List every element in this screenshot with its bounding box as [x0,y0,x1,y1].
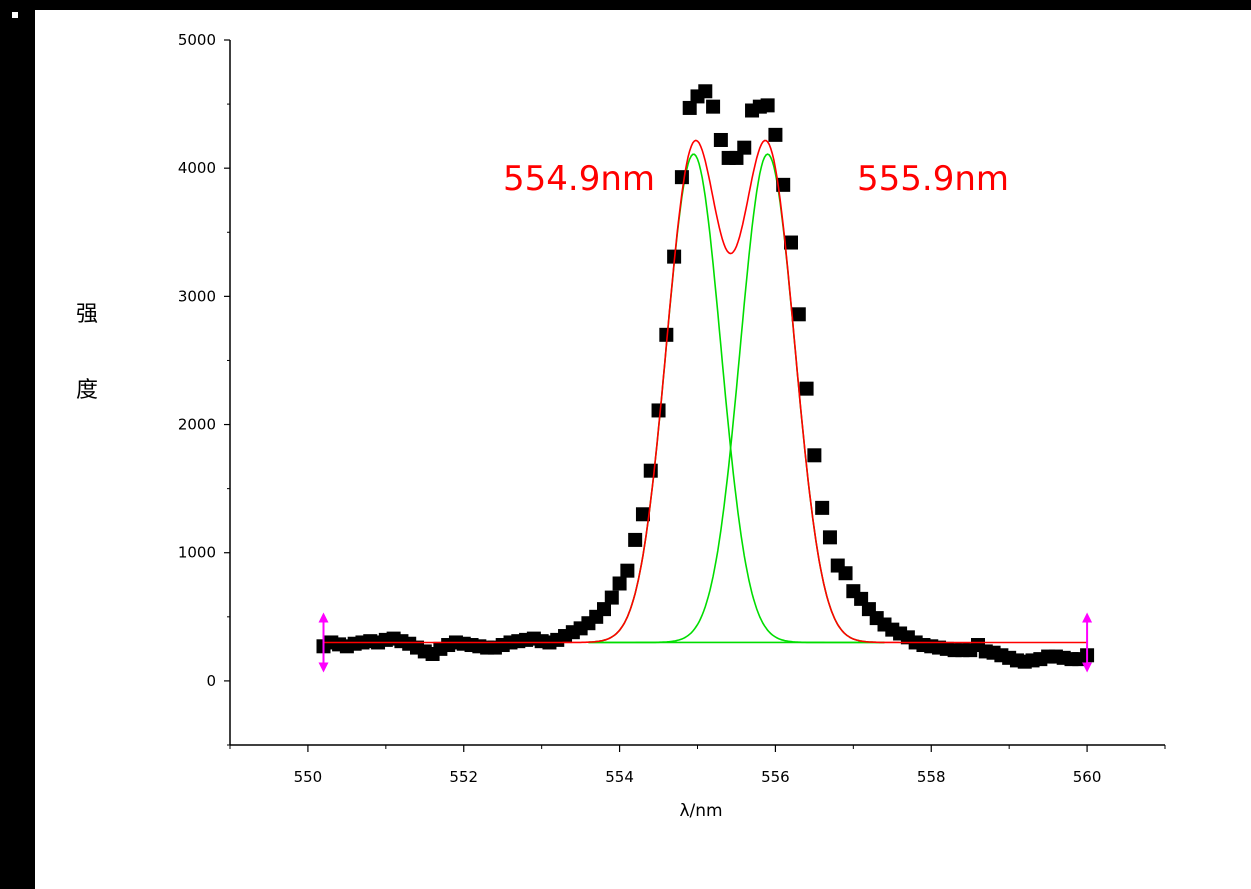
x-tick-label: 558 [917,768,946,786]
range-markers [318,612,1093,673]
data-point [791,307,806,322]
data-point [659,327,674,342]
y-tick-label: 1000 [178,544,216,562]
x-tick-label: 556 [761,768,790,786]
data-point [838,566,853,581]
x-tick-label: 552 [449,768,478,786]
labels: λ/nm 强 度 554.9nm 555.9nm [76,159,1009,821]
data-point [815,500,830,515]
data-point [635,507,650,522]
data-point [597,602,611,617]
data-point [612,576,627,591]
data-point [674,170,689,185]
y-tick-label: 4000 [178,159,216,177]
x-tick-label: 560 [1073,768,1102,786]
x-tick-label: 550 [294,768,323,786]
data-point [776,177,791,192]
y-axis-label-char-1: 强 [76,302,98,327]
data-point [713,132,728,147]
fit-curve [323,139,1088,644]
data-point [620,563,635,578]
peak-annotation-right: 555.9nm [857,159,1009,199]
y-tick-label: 0 [206,672,216,690]
data-point [784,235,798,250]
y-tick-label: 3000 [178,287,216,305]
x-tick-label: 554 [605,768,634,786]
x-axis-label: λ/nm [679,801,722,821]
chart-panel: 0 1000 2000 3000 4000 5000 550 552 554 556 558 560 … [35,10,1251,889]
data-point [643,463,658,478]
data-point [604,590,619,605]
data-point [737,140,752,155]
data-point [682,100,697,115]
y-axis-label-char-2: 度 [76,378,98,403]
data-point [799,381,814,396]
range-marker-arrow-up [318,612,329,623]
data-point [651,403,666,418]
data-point [760,98,775,113]
range-marker-arrow-up [1082,612,1093,623]
fit-curve-path [323,139,1088,644]
data-point [628,532,643,547]
y-tick-label: 2000 [178,416,216,434]
y-tick-label: 5000 [178,31,216,49]
ticks: 0 1000 2000 3000 4000 5000 550 552 554 556 558 560 [178,31,1166,786]
data-point [698,84,713,99]
range-marker-arrow-down [318,662,329,673]
peak-annotation-left: 554.9nm [503,159,655,199]
data-points [316,84,1095,669]
data-point [706,99,721,114]
data-point [768,127,783,142]
corner-marker [12,12,18,18]
range-marker-arrow-down [1082,662,1093,673]
data-point [822,530,837,545]
data-point [807,448,822,463]
